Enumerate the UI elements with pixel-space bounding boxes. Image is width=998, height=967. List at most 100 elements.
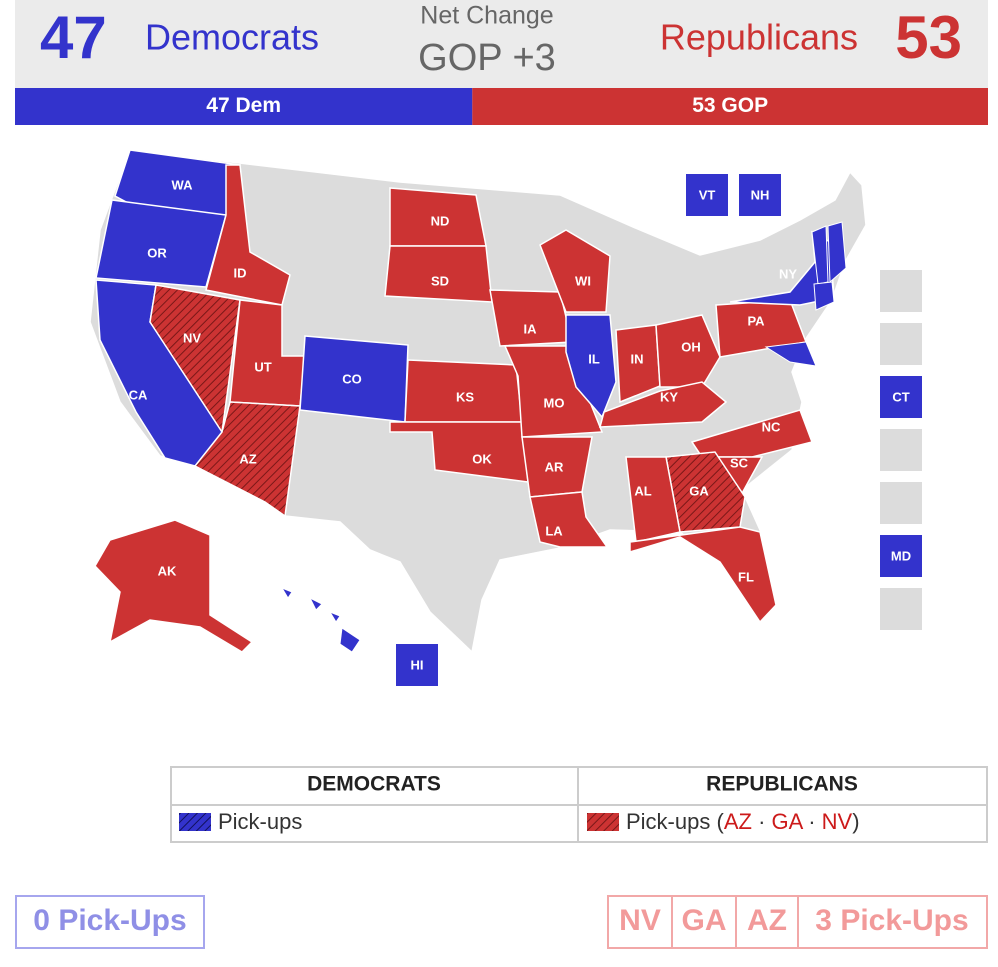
state bbox=[529, 491, 609, 548]
dem-count: 47 bbox=[40, 4, 107, 71]
legend-header: DEMOCRATS bbox=[307, 773, 441, 796]
dem-label: Democrats bbox=[145, 17, 319, 58]
state-label: AL bbox=[634, 483, 651, 498]
state-label: SD bbox=[431, 273, 449, 288]
state bbox=[827, 221, 847, 284]
state-label: SC bbox=[730, 455, 749, 470]
dem-swatch bbox=[179, 813, 211, 831]
state-label: OH bbox=[681, 339, 701, 354]
state-box-label: MD bbox=[891, 548, 911, 563]
side-box bbox=[880, 588, 922, 630]
state-box bbox=[739, 174, 781, 216]
state bbox=[205, 164, 291, 306]
state-label: LA bbox=[545, 523, 563, 538]
state-label: CA bbox=[129, 387, 148, 402]
state bbox=[625, 456, 681, 543]
state bbox=[308, 596, 323, 611]
state-label: OR bbox=[147, 245, 167, 260]
rep-label: Republicans bbox=[660, 17, 858, 58]
balance-bar: 47 Dem 53 GOP bbox=[15, 88, 988, 125]
net-change: GOP +3 bbox=[418, 37, 556, 79]
state-label: IA bbox=[524, 321, 538, 336]
state-label: UT bbox=[254, 359, 271, 374]
rep-state: NV bbox=[619, 904, 661, 937]
state-label: KY bbox=[660, 389, 678, 404]
state-label: ID bbox=[234, 265, 247, 280]
map: WA OR CA ID NV UT AZ CO ND SD KS OK IA MO AR LA WI IL IN OH… bbox=[89, 149, 922, 686]
state-box bbox=[686, 174, 728, 216]
state-label: NC bbox=[762, 419, 781, 434]
state-box bbox=[396, 644, 438, 686]
rep-state: AZ bbox=[747, 904, 787, 937]
state-box bbox=[880, 535, 922, 577]
pickup-state: AZ bbox=[724, 809, 752, 834]
state-label: AR bbox=[545, 459, 564, 474]
dem-pickups-count: 0 Pick-Ups bbox=[33, 904, 186, 937]
state-label: FL bbox=[738, 569, 754, 584]
state-label: WI bbox=[575, 273, 591, 288]
state-box-label: HI bbox=[411, 657, 424, 672]
rep-pickups: Pick-ups (AZ · GA · NV) bbox=[626, 809, 860, 834]
pickup-state: NV bbox=[822, 809, 853, 834]
legend-header: REPUBLICANS bbox=[706, 773, 858, 796]
paren: ) bbox=[852, 809, 859, 834]
separator: · bbox=[808, 809, 815, 834]
state-label: AK bbox=[158, 563, 177, 578]
state bbox=[489, 289, 573, 347]
state-label: PA bbox=[747, 313, 765, 328]
state-label: OK bbox=[472, 451, 492, 466]
state bbox=[813, 281, 835, 311]
state-label: KS bbox=[456, 389, 474, 404]
state-box-label: CT bbox=[892, 389, 909, 404]
state-label: IN bbox=[631, 351, 644, 366]
state bbox=[95, 199, 227, 288]
side-box bbox=[880, 270, 922, 312]
side-box bbox=[880, 323, 922, 365]
dem-bar-label: 47 Dem bbox=[206, 94, 281, 117]
state-label: IL bbox=[588, 351, 600, 366]
rep-pickups-box bbox=[797, 895, 988, 949]
side-column bbox=[880, 270, 922, 630]
state-label: CO bbox=[342, 371, 362, 386]
state-label: AZ bbox=[239, 451, 256, 466]
state bbox=[629, 526, 777, 624]
state bbox=[764, 341, 817, 367]
separator: · bbox=[758, 809, 765, 834]
rep-pickups-label: Pick-ups bbox=[626, 809, 710, 834]
rep-pickups-count: 3 Pick-Ups bbox=[815, 904, 968, 937]
rep-bar bbox=[472, 88, 988, 125]
footer: 0 Pick-Ups NV GA AZ 3 Pick-Ups bbox=[15, 895, 988, 949]
side-box bbox=[880, 482, 922, 524]
state-label: GA bbox=[689, 483, 709, 498]
legend-table: DEMOCRATS REPUBLICANS Pick-ups Pick-ups … bbox=[170, 766, 988, 843]
state bbox=[339, 627, 361, 653]
rep-count: 53 bbox=[895, 4, 962, 71]
state bbox=[328, 610, 341, 623]
state-label: ND bbox=[431, 213, 450, 228]
state-label: WA bbox=[172, 177, 194, 192]
state bbox=[599, 381, 728, 428]
header-band bbox=[15, 0, 988, 88]
state-label: NV bbox=[183, 330, 201, 345]
state bbox=[94, 519, 254, 653]
dem-pickups-box bbox=[15, 895, 205, 949]
state-box-label: VT bbox=[699, 187, 716, 202]
state-label: MO bbox=[544, 395, 565, 410]
rep-bar-label: 53 GOP bbox=[692, 94, 768, 117]
state bbox=[655, 314, 721, 388]
rep-swatch bbox=[587, 813, 619, 831]
side-box bbox=[880, 429, 922, 471]
pickup-state: GA bbox=[772, 809, 804, 834]
state-box bbox=[880, 376, 922, 418]
state bbox=[280, 586, 293, 599]
state bbox=[539, 229, 611, 313]
net-change-label: Net Change bbox=[420, 2, 553, 30]
dem-bar bbox=[15, 88, 473, 125]
dem-pickups: Pick-ups bbox=[218, 809, 302, 834]
state-label: NY bbox=[779, 266, 797, 281]
rep-state: GA bbox=[682, 904, 727, 937]
state-box-label: NH bbox=[751, 187, 770, 202]
paren: ( bbox=[716, 809, 724, 834]
